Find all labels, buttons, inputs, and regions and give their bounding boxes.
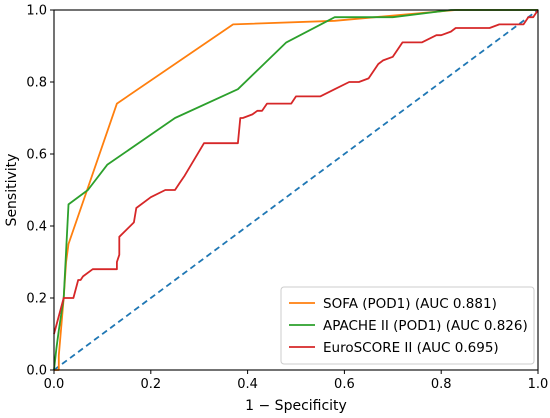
x-tick-label: 0.0 — [44, 377, 65, 392]
plot-frame — [53, 9, 539, 371]
series-line-2 — [53, 9, 538, 371]
reference-diagonal-line — [53, 9, 539, 371]
y-tick-label: 0.4 — [26, 220, 47, 235]
legend-entry: SOFA (POD1) (AUC 0.881) — [323, 296, 497, 312]
x-tick-label: 0.6 — [334, 377, 355, 392]
y-tick-label: 0.0 — [26, 364, 47, 379]
y-tick-label: 1.0 — [26, 4, 47, 19]
series-layer — [53, 9, 539, 371]
x-tick-label: 0.8 — [431, 377, 452, 392]
series-line-3 — [53, 9, 539, 335]
legend-entry: APACHE II (POD1) (AUC 0.826) — [323, 318, 528, 334]
reference-line-layer — [53, 9, 539, 371]
y-tick-label: 0.6 — [26, 148, 47, 163]
legend-entry: EuroSCORE II (AUC 0.695) — [323, 340, 499, 356]
x-tick-label: 1.0 — [528, 377, 549, 392]
y-tick-label: 0.2 — [26, 292, 47, 307]
x-tick-label: 0.4 — [237, 377, 258, 392]
legend-box — [280, 286, 535, 365]
tick-layer: 0.0 0.2 0.4 0.6 0.8 1.0 0.0 0.2 0.4 0.6 0.8 1.0 — [26, 4, 548, 393]
x-tick-label: 0.2 — [140, 377, 161, 392]
legend: SOFA (POD1) (AUC 0.881) APACHE II (POD1) … — [280, 286, 535, 365]
y-tick-label: 0.8 — [26, 76, 47, 91]
x-axis-label: 1 − Specificity — [245, 398, 347, 414]
y-axis-label: Sensitivity — [4, 154, 20, 227]
